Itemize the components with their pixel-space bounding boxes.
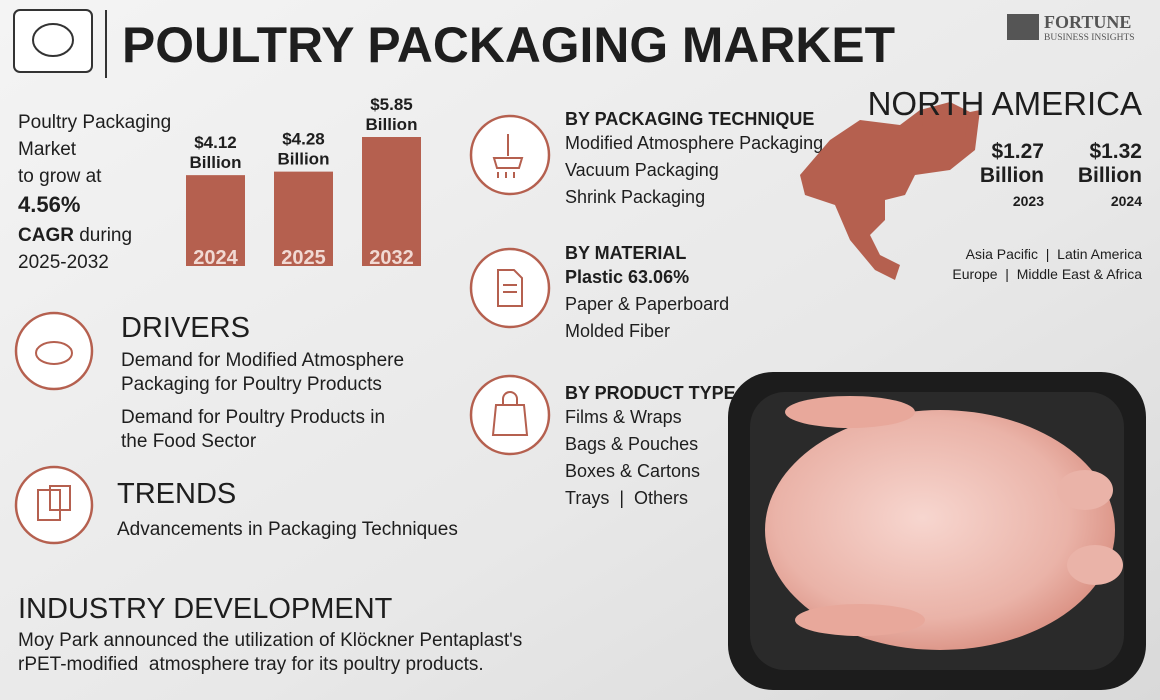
bar-unit: Billion <box>190 153 242 172</box>
driver-item: the Food Sector <box>121 431 257 452</box>
region-unit: Billion <box>980 164 1044 187</box>
summary-line: Poultry Packaging <box>18 112 171 133</box>
chicken-leg <box>1057 470 1113 510</box>
region-value: $1.32 <box>1089 140 1142 163</box>
bar-year: 2024 <box>193 247 238 269</box>
segment-item: Paper & Paperboard <box>565 294 729 314</box>
cagr-line: CAGR during <box>18 225 132 246</box>
region-unit: Billion <box>1078 164 1142 187</box>
segment-icon <box>469 247 551 329</box>
bar-unit: Billion <box>366 115 418 134</box>
segment-icon-shape <box>497 269 523 307</box>
period: 2025-2032 <box>18 252 109 273</box>
region-year: 2023 <box>1013 193 1044 209</box>
drivers-icon-shape <box>35 341 73 365</box>
drivers-title: DRIVERS <box>121 312 250 344</box>
segment-item: Bags & Pouches <box>565 434 698 454</box>
bar <box>186 175 245 266</box>
header-icon <box>13 9 93 73</box>
segment-item: Plastic 63.06% <box>565 267 689 287</box>
cagr-during: during <box>79 225 132 246</box>
drivers-icon <box>14 311 94 391</box>
segment-item: Films & Wraps <box>565 407 682 427</box>
title: POULTRY PACKAGING MARKET <box>122 17 895 73</box>
bar-value-label: $4.28 <box>282 130 325 149</box>
region-map-greenland <box>920 102 970 152</box>
bar-value-label: $4.12 <box>194 133 237 152</box>
driver-item: Demand for Modified Atmosphere <box>121 350 404 371</box>
segment-icon <box>469 374 551 456</box>
trends-title: TRENDS <box>117 478 236 510</box>
brand: FORTUNE <box>1044 12 1131 32</box>
region-map <box>800 110 980 280</box>
bar-unit: Billion <box>278 150 330 169</box>
region-year: 2024 <box>1111 193 1142 209</box>
brand-logo <box>1007 14 1039 40</box>
chicken <box>765 410 1115 650</box>
bar <box>362 137 421 266</box>
driver-item: Demand for Poultry Products in <box>121 407 385 428</box>
segment-title: BY PRODUCT TYPE <box>565 383 736 403</box>
driver-item: Packaging for Poultry Products <box>121 374 382 395</box>
segment-title: BY PACKAGING TECHNIQUE <box>565 109 814 129</box>
summary-line: Market <box>18 139 77 160</box>
industry-line: rPET-modified atmosphere tray for its po… <box>18 654 484 675</box>
trend-item: Advancements in Packaging Techniques <box>117 519 458 540</box>
segment-icon-shape <box>491 391 529 436</box>
industry-line: Moy Park announced the utilization of Kl… <box>18 630 522 651</box>
brand-sub: BUSINESS INSIGHTS <box>1044 33 1135 43</box>
chicken-wing <box>785 396 915 428</box>
segment-item: Trays | Others <box>565 488 688 508</box>
segment-item: Molded Fiber <box>565 321 670 341</box>
segment-icon <box>469 114 551 196</box>
bar <box>274 171 333 266</box>
trends-icon <box>14 465 94 545</box>
segment-item: Boxes & Cartons <box>565 461 700 481</box>
bar-value-label: $5.85 <box>370 95 413 114</box>
industry-title: INDUSTRY DEVELOPMENT <box>18 593 393 625</box>
other-regions: Europe | Middle East & Africa <box>952 266 1142 282</box>
segment-item: Vacuum Packaging <box>565 160 719 180</box>
region-name: NORTH AMERICA <box>868 85 1142 122</box>
bar-year: 2032 <box>369 247 414 269</box>
segment-title: BY MATERIAL <box>565 243 686 263</box>
other-regions: Asia Pacific | Latin America <box>966 246 1143 262</box>
trends-icon-shape <box>49 485 71 511</box>
region-value: $1.27 <box>991 140 1044 163</box>
chicken-wing <box>795 604 925 636</box>
cagr: 4.56% <box>18 192 80 217</box>
summary-line: to grow at <box>18 166 102 187</box>
chicken-leg <box>1067 545 1123 585</box>
bar-chart: 2024$4.12Billion2025$4.28Billion2032$5.8… <box>186 95 421 269</box>
bar-year: 2025 <box>281 247 326 269</box>
segment-icon-shape <box>492 134 524 178</box>
segment-item: Modified Atmosphere Packaging <box>565 133 823 153</box>
segment-item: Shrink Packaging <box>565 187 705 207</box>
header-icon-chicken <box>32 23 74 57</box>
cagr-label: CAGR <box>18 225 74 246</box>
